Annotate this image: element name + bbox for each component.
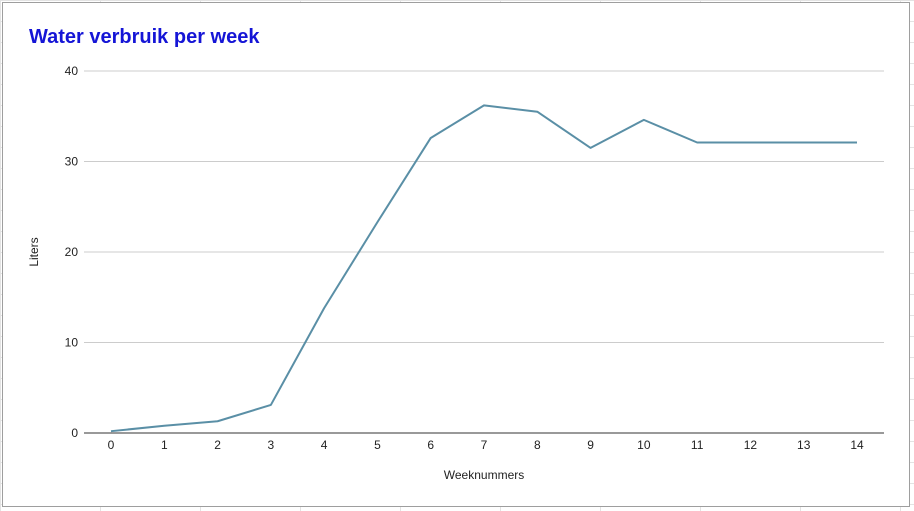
x-tick-label: 4 [321,438,328,452]
x-tick-label: 9 [587,438,594,452]
x-tick-label: 3 [268,438,275,452]
x-tick-label: 11 [691,438,704,452]
x-axis-title: Weeknummers [444,468,524,482]
x-tick-label: 1 [161,438,168,452]
x-tick-label: 8 [534,438,541,452]
y-tick-label: 40 [65,64,79,78]
y-axis-ticks: 0 10 20 30 40 [65,64,79,440]
chart-title: Water verbruik per week [29,26,260,48]
y-axis-title: Liters [27,237,41,266]
x-tick-label: 13 [797,438,811,452]
x-tick-label: 5 [374,438,381,452]
gridlines [84,70,884,343]
y-tick-label: 20 [65,245,79,259]
y-tick-label: 30 [65,155,79,169]
x-tick-label: 7 [481,438,488,452]
x-tick-label: 6 [427,438,434,452]
x-tick-label: 14 [850,438,864,452]
series-layer [110,104,857,433]
y-tick-label: 10 [65,336,79,350]
series-line-0 [110,104,857,433]
y-tick-label: 0 [71,426,78,440]
x-tick-label: 0 [108,438,115,452]
x-axis-ticks: 0 1 2 3 4 5 6 7 8 9 10 11 12 13 14 [108,438,864,452]
x-tick-label: 2 [214,438,221,452]
x-tick-label: 12 [744,438,758,452]
x-tick-label: 10 [637,438,651,452]
